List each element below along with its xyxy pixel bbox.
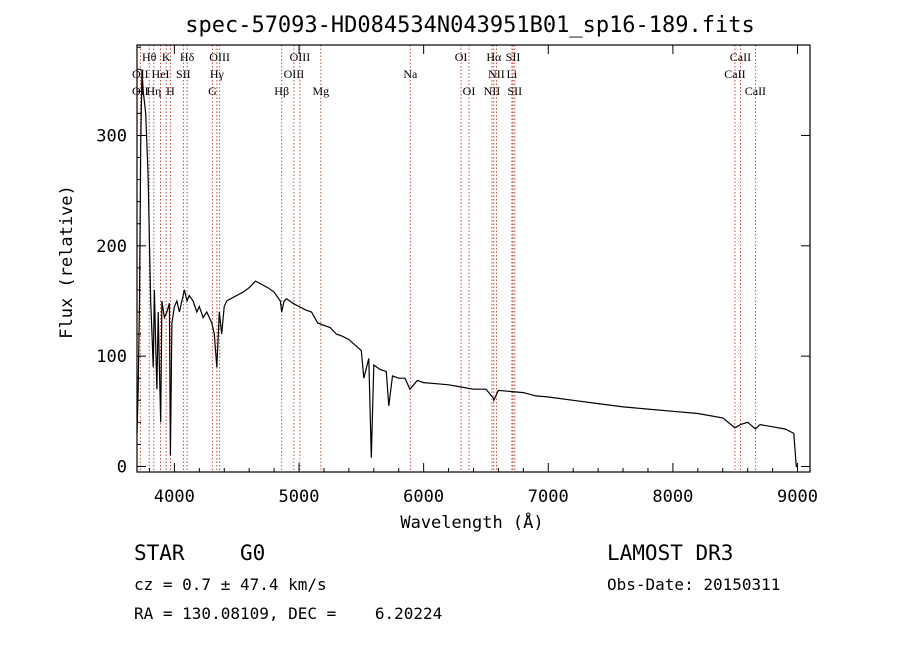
marker-label: CaII (730, 50, 751, 64)
spectrum-line (136, 69, 798, 468)
marker-label: Hη (146, 84, 161, 98)
marker-label: G (208, 84, 217, 98)
marker-label: OIII (209, 50, 230, 64)
marker-label: OIII (284, 67, 305, 81)
object-subclass: G0 (240, 541, 265, 565)
marker-label: CaII (745, 84, 766, 98)
ra-dec-coordinates: RA = 130.08109, DEC = 6.20224 (134, 604, 442, 623)
emission-line-markers (139, 45, 756, 472)
marker-label: H (166, 84, 175, 98)
marker-label: OI (455, 50, 468, 64)
marker-label: K (162, 50, 171, 64)
y-tick-label: 100 (96, 347, 127, 367)
x-tick-label: 6000 (403, 487, 444, 507)
marker-label: NII (488, 67, 505, 81)
marker-label: CaII (724, 67, 745, 81)
x-tick-label: 4000 (154, 487, 195, 507)
marker-label: OII (132, 67, 149, 81)
y-tick-label: 0 (117, 457, 127, 477)
x-axis-label: Wavelength (Å) (400, 511, 543, 533)
x-tick-label: 5000 (279, 487, 320, 507)
marker-label: Li (507, 67, 518, 81)
marker-label: Hδ (180, 50, 195, 64)
survey-name: LAMOST DR3 (607, 541, 733, 565)
y-tick-label: 200 (96, 237, 127, 257)
marker-label: Na (403, 67, 418, 81)
x-tick-label: 9000 (777, 487, 818, 507)
marker-label: Hγ (210, 67, 225, 81)
plot-frame (136, 44, 811, 473)
marker-label: OIII (290, 50, 311, 64)
marker-label: Hβ (274, 84, 289, 98)
marker-label: NII (484, 84, 501, 98)
x-tick-label: 8000 (652, 487, 693, 507)
marker-label: HeI (152, 67, 170, 81)
y-axis-label: Flux (relative) (57, 185, 77, 339)
object-class: STAR (134, 541, 185, 565)
marker-label: OI (463, 84, 476, 98)
marker-label: SII (507, 84, 522, 98)
chart-title: spec-57093-HD084534N043951B01_sp16-189.f… (185, 13, 755, 38)
marker-label: SII (176, 67, 191, 81)
marker-label: Mg (312, 84, 329, 98)
x-tick-label: 7000 (528, 487, 569, 507)
y-axis-ticks: 0 100 200 300 (96, 46, 810, 477)
redshift-cz: cz = 0.7 ± 47.4 km/s (134, 575, 327, 594)
marker-label: Hα (486, 50, 502, 64)
observation-date: Obs-Date: 20150311 (607, 575, 780, 594)
marker-label: Hθ (142, 50, 157, 64)
y-tick-label: 300 (96, 126, 127, 146)
x-axis-ticks: 4000 5000 6000 7000 8000 9000 (148, 45, 818, 507)
marker-label: SII (506, 50, 521, 64)
emission-line-labels: Hθ K Hδ OIII OIII OI Hα SII CaII OII HeI SII Hγ OIII N… (132, 50, 766, 98)
